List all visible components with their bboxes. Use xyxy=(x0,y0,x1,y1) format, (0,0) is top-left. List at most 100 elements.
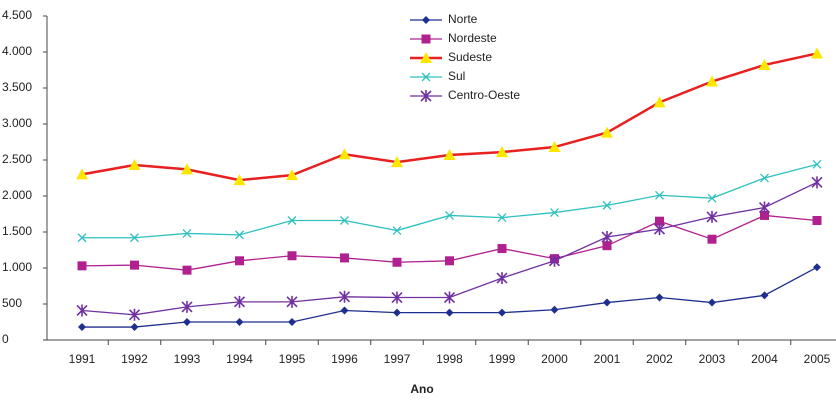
marker xyxy=(392,257,402,267)
marker xyxy=(655,293,664,302)
marker xyxy=(181,163,193,175)
marker xyxy=(445,256,454,266)
x-tick-label: 2002 xyxy=(646,352,673,366)
marker xyxy=(235,318,244,326)
marker xyxy=(497,213,507,223)
x-tick-label: 1994 xyxy=(226,352,253,366)
marker xyxy=(707,193,717,203)
marker xyxy=(338,148,351,160)
marker xyxy=(813,263,821,272)
marker xyxy=(707,234,717,244)
marker xyxy=(393,308,401,317)
marker xyxy=(77,233,87,243)
marker xyxy=(706,210,718,223)
marker xyxy=(655,216,664,226)
marker xyxy=(128,308,141,321)
marker xyxy=(708,298,716,307)
x-tick-label: 2005 xyxy=(804,352,831,366)
y-tick-label: 2.500 xyxy=(2,152,32,166)
marker xyxy=(706,75,718,87)
marker xyxy=(602,241,612,251)
y-tick-label: 0 xyxy=(2,332,9,346)
marker xyxy=(758,58,771,70)
marker xyxy=(603,298,611,307)
y-tick-label: 500 xyxy=(2,296,22,310)
marker xyxy=(340,216,349,225)
marker xyxy=(655,190,664,200)
legend-label: Norte xyxy=(448,12,478,26)
x-axis-label: Ano xyxy=(410,382,433,396)
marker xyxy=(76,304,88,317)
marker xyxy=(653,96,666,108)
legend-label: Nordeste xyxy=(448,31,497,45)
x-tick-label: 1993 xyxy=(174,352,201,366)
marker xyxy=(340,306,349,315)
marker xyxy=(287,251,297,261)
marker xyxy=(422,16,430,24)
marker xyxy=(421,72,431,82)
marker xyxy=(811,176,823,189)
marker xyxy=(78,323,86,332)
marker xyxy=(420,90,432,102)
x-tick-label: 1997 xyxy=(384,352,411,366)
marker xyxy=(286,295,298,308)
y-tick-label: 1.500 xyxy=(2,224,32,238)
marker xyxy=(760,291,769,300)
x-tick-label: 1992 xyxy=(121,352,148,366)
marker xyxy=(601,126,613,138)
x-tick-label: 1991 xyxy=(69,352,96,366)
marker xyxy=(182,265,192,275)
marker xyxy=(391,291,403,304)
marker xyxy=(181,300,193,313)
x-tick-label: 1996 xyxy=(331,352,358,366)
y-tick-label: 4.000 xyxy=(2,44,32,58)
marker xyxy=(601,231,613,244)
y-tick-label: 4.500 xyxy=(2,8,32,22)
y-tick-label: 3.000 xyxy=(2,116,32,130)
marker xyxy=(128,159,141,171)
marker xyxy=(288,318,296,326)
x-tick-label: 2000 xyxy=(541,352,568,366)
marker xyxy=(183,318,191,326)
marker xyxy=(496,146,508,158)
marker xyxy=(130,323,139,332)
marker xyxy=(233,174,246,186)
marker xyxy=(182,228,192,238)
x-tick-label: 2001 xyxy=(594,352,621,366)
x-tick-label: 1998 xyxy=(436,352,463,366)
marker xyxy=(550,208,559,218)
legend-label: Sul xyxy=(448,69,465,83)
marker xyxy=(421,34,431,44)
y-tick-label: 2.000 xyxy=(2,188,32,202)
marker xyxy=(338,290,351,303)
legend-label: Sudeste xyxy=(448,50,492,64)
x-tick-label: 2003 xyxy=(699,352,726,366)
marker xyxy=(445,308,454,317)
series-line xyxy=(82,163,818,239)
y-tick-label: 3.500 xyxy=(2,80,32,94)
x-tick-label: 2004 xyxy=(751,352,778,366)
marker xyxy=(287,216,297,225)
marker xyxy=(443,148,456,160)
marker xyxy=(76,168,88,180)
marker xyxy=(811,47,823,59)
marker xyxy=(496,272,508,285)
marker xyxy=(286,169,298,181)
marker xyxy=(602,200,612,210)
marker xyxy=(812,159,822,169)
marker xyxy=(445,210,454,220)
marker xyxy=(130,233,139,243)
marker xyxy=(497,244,507,254)
marker xyxy=(233,295,246,308)
marker xyxy=(77,261,87,271)
marker xyxy=(758,201,771,214)
marker xyxy=(548,254,561,267)
marker xyxy=(760,210,769,220)
marker xyxy=(235,230,244,240)
marker xyxy=(130,260,139,270)
y-tick-label: 1.000 xyxy=(2,260,32,274)
marker xyxy=(812,215,822,225)
x-tick-label: 1995 xyxy=(279,352,306,366)
marker xyxy=(550,305,559,314)
